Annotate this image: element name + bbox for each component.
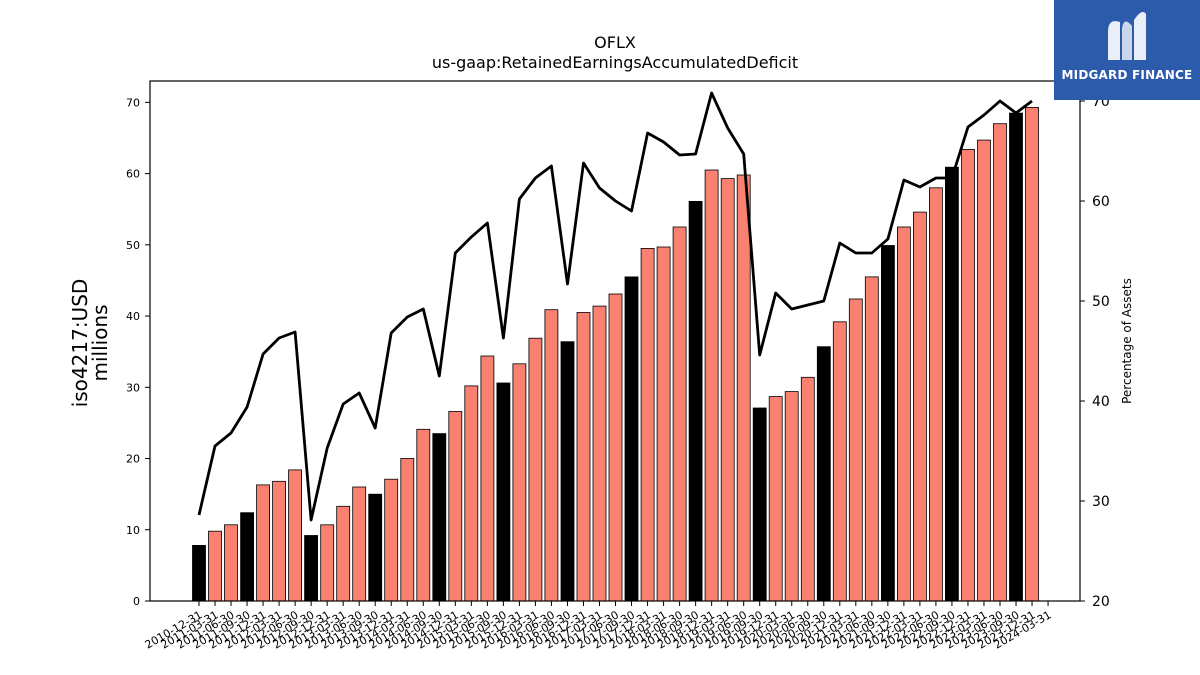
bar-2023-09-30 — [1009, 112, 1023, 602]
y2-tick-label: 40 — [1092, 394, 1110, 410]
bar-2021-09-30 — [881, 245, 895, 602]
midgard-m-icon — [1108, 12, 1146, 60]
bar-2019-06-30 — [736, 174, 751, 602]
bar-2017-12-31 — [640, 247, 655, 602]
bar-2020-12-31 — [832, 321, 847, 602]
y2-tick-label: 30 — [1092, 494, 1110, 510]
bar-2011-09-30 — [240, 512, 255, 602]
bar-2014-12-31 — [448, 411, 463, 602]
y2-tick-label: 20 — [1092, 594, 1110, 610]
bar-2019-09-30 — [752, 407, 767, 602]
bar-2017-06-30 — [608, 293, 623, 602]
y2-tick-label: 50 — [1092, 294, 1110, 310]
y-tick-label: 20 — [126, 453, 140, 466]
percentage-of-assets-line — [197, 91, 1033, 522]
line-series — [197, 91, 1033, 522]
bar-2016-06-30 — [544, 309, 559, 602]
bar-2022-12-31 — [961, 148, 975, 602]
bar-2014-03-31 — [400, 458, 415, 602]
bar-2023-12-31 — [1025, 107, 1039, 602]
bar-2019-03-31 — [720, 178, 735, 602]
brand-name: MIDGARD FINANCE — [1061, 68, 1193, 82]
y-tick-label: 70 — [126, 96, 140, 109]
bar-2011-12-31 — [256, 484, 271, 602]
bar-2015-03-31 — [464, 385, 479, 602]
bar-2016-03-31 — [528, 337, 543, 602]
bar-2010-12-31 — [192, 545, 206, 602]
bar-2021-12-31 — [897, 226, 911, 602]
plot-frame — [149, 80, 1081, 602]
bar-2018-03-31 — [656, 246, 671, 602]
y2-tick-label: 60 — [1092, 194, 1110, 210]
bar-2023-06-30 — [993, 123, 1007, 602]
bar-2014-06-30 — [416, 428, 431, 602]
bar-2012-12-31 — [320, 524, 335, 602]
bar-2012-03-31 — [272, 480, 287, 602]
bar-2018-06-30 — [672, 226, 687, 602]
bar-2011-06-30 — [224, 524, 238, 602]
bar-2020-03-31 — [784, 391, 799, 602]
bar-2012-09-30 — [304, 535, 319, 602]
bar-2019-12-31 — [768, 396, 783, 602]
bar-2013-12-31 — [384, 478, 399, 602]
bar-2022-03-31 — [913, 211, 927, 602]
bar-2021-06-30 — [864, 276, 879, 602]
brand-logo: MIDGARD FINANCE — [1054, 0, 1200, 100]
y-tick-label: 40 — [126, 310, 140, 323]
y-tick-label: 60 — [126, 168, 140, 181]
bar-2016-09-30 — [560, 341, 575, 602]
bar-2015-09-30 — [496, 382, 511, 602]
bar-2015-06-30 — [480, 355, 495, 602]
y-axis-label: iso4217:USD millions — [68, 279, 112, 408]
bar-2020-09-30 — [816, 346, 831, 602]
bar-2017-03-31 — [592, 305, 607, 602]
bar-2016-12-31 — [576, 312, 591, 602]
bar-2014-09-30 — [432, 433, 447, 602]
bar-2012-06-30 — [288, 469, 303, 602]
chart-title: OFLX — [594, 33, 636, 52]
bar-2013-06-30 — [352, 486, 367, 602]
y2-axis-label: Percentage of Assets — [1120, 278, 1134, 404]
bar-2011-03-31 — [208, 530, 222, 602]
y-tick-label: 10 — [126, 524, 140, 537]
bar-2018-12-31 — [704, 169, 719, 602]
bar-2021-03-31 — [848, 298, 863, 602]
bar-2020-06-30 — [800, 376, 815, 602]
chart-subtitle: us-gaap:RetainedEarningsAccumulatedDefic… — [432, 53, 798, 72]
bar-2018-09-30 — [688, 200, 703, 602]
bar-2022-06-30 — [929, 187, 943, 602]
bar-2015-12-31 — [512, 363, 527, 602]
bar-2013-03-31 — [336, 505, 351, 602]
svg-text:millions: millions — [88, 304, 112, 381]
svg-text:iso4217:USD: iso4217:USD — [68, 279, 92, 408]
y-tick-label: 50 — [126, 239, 140, 252]
bar-2017-09-30 — [624, 276, 639, 602]
bar-series — [192, 107, 1039, 602]
bar-2013-09-30 — [368, 493, 383, 602]
bar-2022-09-30 — [945, 166, 959, 602]
bar-2023-03-31 — [977, 139, 991, 602]
y-tick-label: 30 — [126, 381, 140, 394]
y-tick-label: 0 — [133, 595, 140, 608]
